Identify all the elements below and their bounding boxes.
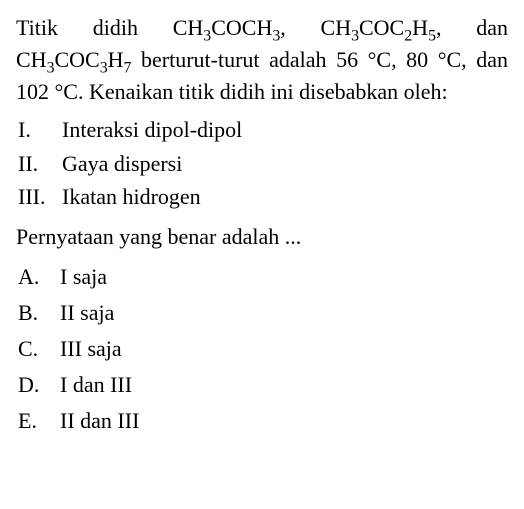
- option-letter: E.: [18, 405, 60, 437]
- roman-text: Interaksi dipol-dipol: [62, 114, 242, 146]
- roman-item: II. Gaya dispersi: [18, 148, 508, 180]
- roman-numeral: III.: [18, 181, 62, 213]
- roman-text: Ikatan hidrogen: [62, 181, 201, 213]
- option-letter: B.: [18, 297, 60, 329]
- option-text: II saja: [60, 297, 114, 329]
- option-item: D. I dan III: [18, 369, 508, 401]
- option-letter: C.: [18, 333, 60, 365]
- option-letter: D.: [18, 369, 60, 401]
- stem-text: ,: [436, 15, 442, 40]
- roman-item: III. Ikatan hidrogen: [18, 181, 508, 213]
- question-stem: Titik didih CH3COCH3, CH3COC2H5, dan CH3…: [16, 12, 508, 108]
- roman-numeral: II.: [18, 148, 62, 180]
- subscript: 3: [351, 27, 359, 44]
- option-item: A. I saja: [18, 261, 508, 293]
- option-text: III saja: [60, 333, 122, 365]
- option-text: II dan III: [60, 405, 139, 437]
- stem-text: H: [108, 47, 124, 72]
- roman-numeral: I.: [18, 114, 62, 146]
- stem-text: COC: [359, 15, 404, 40]
- option-item: C. III saja: [18, 333, 508, 365]
- stem-text: H: [412, 15, 428, 40]
- stem-text: berturut-turut adalah: [131, 47, 326, 72]
- roman-list: I. Interaksi dipol-dipol II. Gaya disper…: [16, 114, 508, 214]
- roman-text: Gaya dispersi: [62, 148, 182, 180]
- option-text: I dan III: [60, 369, 132, 401]
- stem-text: Titik didih CH: [16, 15, 203, 40]
- subscript: 2: [404, 27, 412, 44]
- subscript: 5: [428, 27, 436, 44]
- option-text: I saja: [60, 261, 107, 293]
- stem-text: COC: [54, 47, 99, 72]
- stem-text: , CH: [280, 15, 351, 40]
- stem-text: COCH: [211, 15, 272, 40]
- roman-item: I. Interaksi dipol-dipol: [18, 114, 508, 146]
- option-item: B. II saja: [18, 297, 508, 329]
- option-item: E. II dan III: [18, 405, 508, 437]
- prompt-text: Pernyataan yang benar adalah ...: [16, 221, 508, 253]
- stem-text: didih ini disebabkan oleh:: [220, 79, 448, 104]
- options-list: A. I saja B. II saja C. III saja D. I da…: [16, 261, 508, 436]
- option-letter: A.: [18, 261, 60, 293]
- subscript: 3: [100, 59, 108, 76]
